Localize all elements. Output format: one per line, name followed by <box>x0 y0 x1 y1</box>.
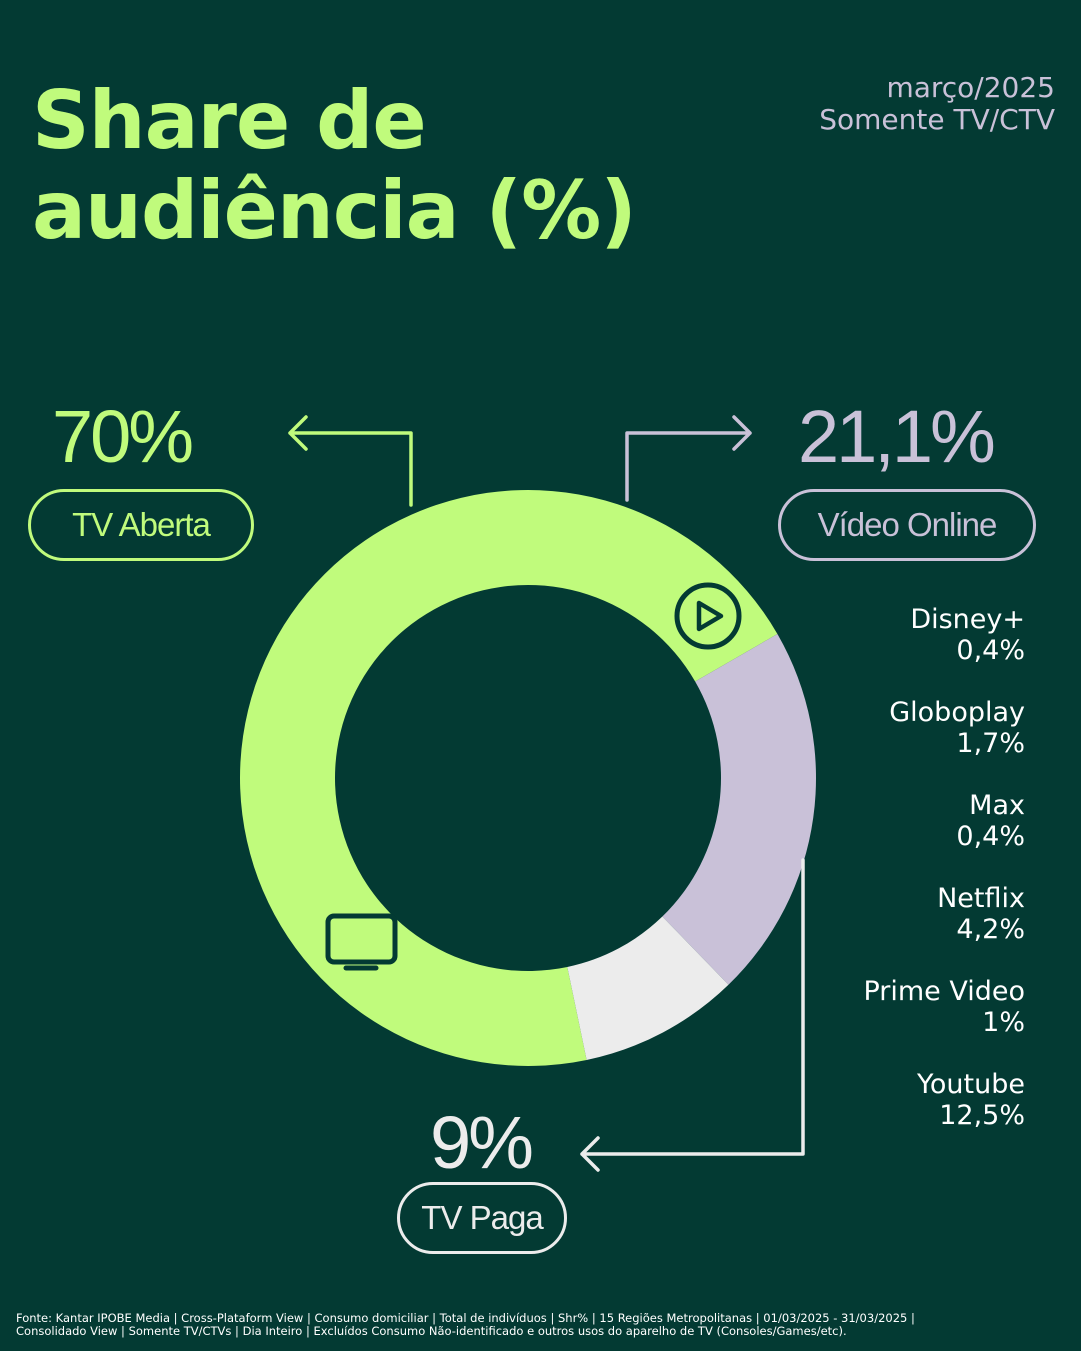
title-line-2: audiência (%) <box>32 164 637 257</box>
service-name: Youtube <box>917 1069 1025 1100</box>
video-online-breakdown: Disney+ 0,4% Globoplay 1,7% Max 0,4% Net… <box>863 604 1025 1162</box>
list-item: Globoplay 1,7% <box>863 697 1025 790</box>
donut-slice-tv-paga <box>567 916 729 1060</box>
tv-paga-label: TV Paga <box>397 1182 567 1254</box>
service-name: Globoplay <box>889 697 1025 728</box>
period-info: março/2025 Somente TV/CTV <box>819 72 1055 136</box>
arrow-tv-aberta <box>288 415 413 507</box>
service-value: 12,5% <box>939 1100 1025 1131</box>
service-value: 4,2% <box>956 914 1025 945</box>
page-title: Share de audiência (%) <box>32 74 637 257</box>
footnote-line-2: Consolidado View | Somente TV/CTVs | Dia… <box>16 1324 847 1338</box>
tv-paga-value: 9% <box>430 1101 534 1184</box>
service-name: Netflix <box>937 883 1025 914</box>
service-value: 0,4% <box>956 821 1025 852</box>
scope-label: Somente TV/CTV <box>819 103 1055 136</box>
service-name: Max <box>969 790 1025 821</box>
donut-slice-video-online <box>662 634 816 985</box>
period-label: março/2025 <box>886 71 1055 104</box>
service-value: 1% <box>982 1007 1025 1038</box>
source-footnote: Fonte: Kantar IPOBE Media | Cross-Plataf… <box>16 1312 1066 1338</box>
tv-aberta-label: TV Aberta <box>28 489 254 561</box>
service-name: Prime Video <box>863 976 1025 1007</box>
arrow-video-online <box>625 415 752 502</box>
list-item: Max 0,4% <box>863 790 1025 883</box>
list-item: Netflix 4,2% <box>863 883 1025 976</box>
arrow-tv-paga <box>580 858 805 1172</box>
donut-slices <box>240 490 816 1067</box>
donut-slice-tv-aberta <box>240 490 778 1067</box>
tv-icon <box>325 913 398 971</box>
title-line-1: Share de <box>32 74 427 167</box>
list-item: Youtube 12,5% <box>863 1069 1025 1162</box>
list-item: Disney+ 0,4% <box>863 604 1025 697</box>
video-online-label: Vídeo Online <box>778 489 1036 561</box>
play-icon <box>674 582 742 650</box>
tv-aberta-value: 70% <box>52 395 194 478</box>
footnote-line-1: Fonte: Kantar IPOBE Media | Cross-Plataf… <box>16 1311 915 1325</box>
list-item: Prime Video 1% <box>863 976 1025 1069</box>
service-value: 1,7% <box>956 728 1025 759</box>
service-name: Disney+ <box>910 604 1025 635</box>
video-online-value: 21,1% <box>798 395 996 478</box>
service-value: 0,4% <box>956 635 1025 666</box>
